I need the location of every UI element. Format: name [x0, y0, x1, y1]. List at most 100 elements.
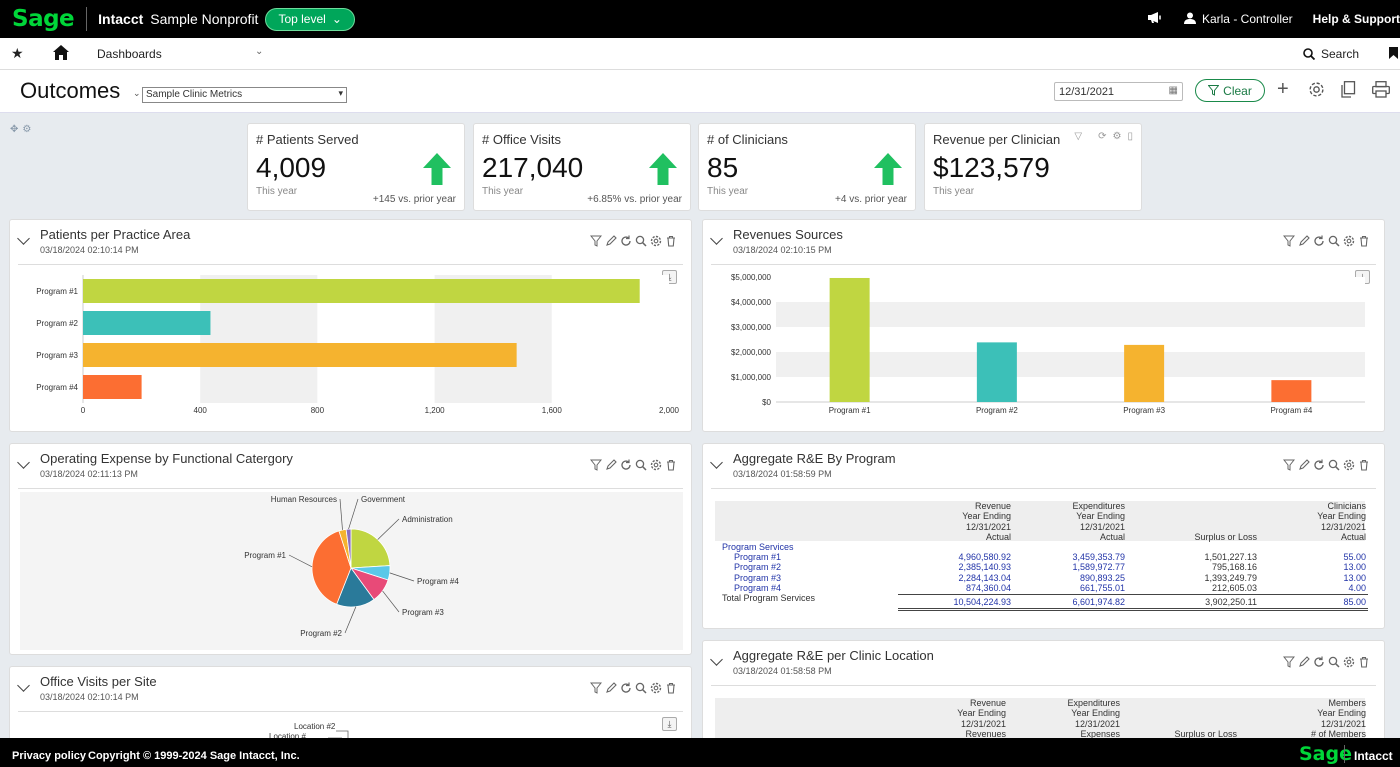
revenue-cell[interactable]: 874,360.04	[965, 582, 1011, 593]
row-label[interactable]: Program #2	[734, 562, 782, 573]
dashboard-select[interactable]: Sample Clinic Metrics ▾	[142, 87, 347, 103]
privacy-policy-link[interactable]: Privacy policy	[12, 750, 86, 762]
refresh-icon[interactable]	[1313, 656, 1325, 668]
expend-cell[interactable]: 890,893.25	[1079, 572, 1125, 583]
kpi-delta: +6.85% vs. prior year	[587, 194, 682, 205]
search-icon[interactable]	[635, 235, 647, 247]
trash-icon[interactable]	[1358, 459, 1370, 471]
pie-slice	[350, 528, 391, 569]
download-icon[interactable]: ⤓	[662, 717, 677, 731]
expend-cell[interactable]: 3,459,353.79	[1072, 552, 1125, 562]
search-icon[interactable]	[635, 682, 647, 694]
trash-icon[interactable]	[665, 235, 677, 247]
edit-icon[interactable]	[605, 459, 617, 471]
filter-icon[interactable]	[1283, 235, 1295, 247]
filter-icon[interactable]	[1283, 459, 1295, 471]
collapse-chevron-icon[interactable]	[17, 679, 30, 692]
filter-icon[interactable]	[590, 235, 602, 247]
entity-level-button[interactable]: Top level ⌄	[265, 7, 355, 31]
row-label[interactable]: Program #4	[734, 582, 782, 593]
kpi-card-patients: # Patients Served 4,009 This year +145 v…	[247, 123, 465, 211]
gear-icon[interactable]	[1343, 459, 1355, 471]
search-button[interactable]: Search	[1303, 47, 1359, 61]
bookmark-icon[interactable]	[1389, 47, 1398, 62]
print-icon[interactable]	[1372, 81, 1390, 103]
trash-icon[interactable]	[1358, 656, 1370, 668]
section-label[interactable]: Program Services	[722, 542, 794, 552]
help-support-link[interactable]: Help & Support	[1312, 12, 1400, 26]
revenue-cell[interactable]: 4,960,580.92	[958, 552, 1011, 562]
star-icon[interactable]: ★	[11, 45, 24, 61]
chevron-down-icon[interactable]: ⌄	[255, 46, 264, 57]
row-label[interactable]: Program #1	[734, 552, 782, 562]
home-icon[interactable]	[53, 45, 69, 63]
refresh-icon[interactable]	[620, 235, 632, 247]
total-revenue[interactable]: 10,504,224.93	[953, 597, 1011, 607]
refresh-icon[interactable]: ⟳	[1098, 131, 1107, 142]
expend-cell[interactable]: 661,755.01	[1079, 582, 1125, 593]
expend-cell[interactable]: 1,589,972.77	[1072, 562, 1125, 573]
edit-icon[interactable]	[605, 682, 617, 694]
panel-timestamp: 03/18/2024 01:58:59 PM	[733, 469, 832, 479]
as-of-date-input[interactable]: 12/31/2021 ▦	[1054, 82, 1183, 101]
trash-icon[interactable]	[665, 682, 677, 694]
refresh-icon[interactable]	[1313, 459, 1325, 471]
filter-icon[interactable]	[590, 459, 602, 471]
edit-icon[interactable]	[1298, 459, 1310, 471]
refresh-icon[interactable]	[620, 682, 632, 694]
clear-filter-button[interactable]: Clear	[1195, 79, 1265, 102]
edit-icon[interactable]	[1298, 235, 1310, 247]
revenue-cell[interactable]: 2,284,143.04	[958, 572, 1011, 583]
chevron-down-icon[interactable]: ⌄	[133, 88, 141, 98]
clinicians-cell[interactable]: 13.00	[1343, 562, 1366, 573]
move-icon[interactable]: ✥	[10, 124, 19, 135]
trash-icon[interactable]	[665, 459, 677, 471]
gear-icon[interactable]	[650, 682, 662, 694]
gear-icon[interactable]	[650, 459, 662, 471]
panel-operating-expense: Operating Expense by Functional Catergor…	[9, 443, 692, 655]
search-icon[interactable]	[1328, 656, 1340, 668]
gear-icon[interactable]: ⚙	[22, 124, 32, 135]
gear-icon[interactable]: ⚙	[1112, 131, 1122, 142]
clinicians-cell[interactable]: 55.00	[1343, 552, 1366, 562]
edit-icon[interactable]	[605, 235, 617, 247]
clear-label: Clear	[1223, 83, 1252, 98]
megaphone-icon[interactable]	[1147, 11, 1162, 27]
gear-icon[interactable]	[650, 235, 662, 247]
panel-timestamp: 03/18/2024 02:11:13 PM	[40, 469, 138, 479]
dashboards-menu[interactable]: Dashboards	[97, 47, 162, 61]
sage-logo[interactable]: Sage	[12, 6, 75, 32]
refresh-icon[interactable]	[620, 459, 632, 471]
trash-icon[interactable]: ▯	[1127, 131, 1133, 142]
search-icon[interactable]	[1328, 235, 1340, 247]
total-expend[interactable]: 6,601,974.82	[1072, 597, 1125, 607]
filter-icon[interactable]	[590, 682, 602, 694]
trash-icon[interactable]	[1358, 235, 1370, 247]
add-icon[interactable]: +	[1277, 78, 1289, 100]
calendar-icon[interactable]: ▦	[1168, 85, 1178, 96]
collapse-chevron-icon[interactable]	[710, 653, 723, 666]
gear-icon[interactable]	[1343, 235, 1355, 247]
filter-icon[interactable]	[1283, 656, 1295, 668]
revenue-cell[interactable]: 2,385,140.93	[958, 562, 1011, 573]
search-icon[interactable]	[635, 459, 647, 471]
gear-icon[interactable]	[1343, 656, 1355, 668]
filter-icon[interactable]: ▽	[1074, 131, 1083, 142]
collapse-chevron-icon[interactable]	[710, 456, 723, 469]
refresh-icon[interactable]	[1313, 235, 1325, 247]
slice-label: Human Resources	[271, 495, 337, 504]
visits-chart-label: Location #	[269, 732, 306, 741]
row-label[interactable]: Program #3	[734, 572, 782, 583]
search-icon[interactable]	[1328, 459, 1340, 471]
slice-label: Administration	[402, 515, 453, 524]
total-clinicians[interactable]: 85.00	[1343, 597, 1366, 607]
gear-icon[interactable]	[1308, 81, 1325, 103]
leader-line	[339, 498, 343, 530]
user-menu[interactable]: Karla - Controller	[1183, 12, 1293, 27]
clinicians-cell[interactable]: 13.00	[1343, 572, 1366, 583]
edit-icon[interactable]	[1298, 656, 1310, 668]
chevron-down-icon: ▾	[338, 88, 343, 98]
tick-label: 2,000	[659, 406, 680, 415]
copy-icon[interactable]	[1340, 81, 1356, 103]
clinicians-cell[interactable]: 4.00	[1348, 582, 1366, 593]
